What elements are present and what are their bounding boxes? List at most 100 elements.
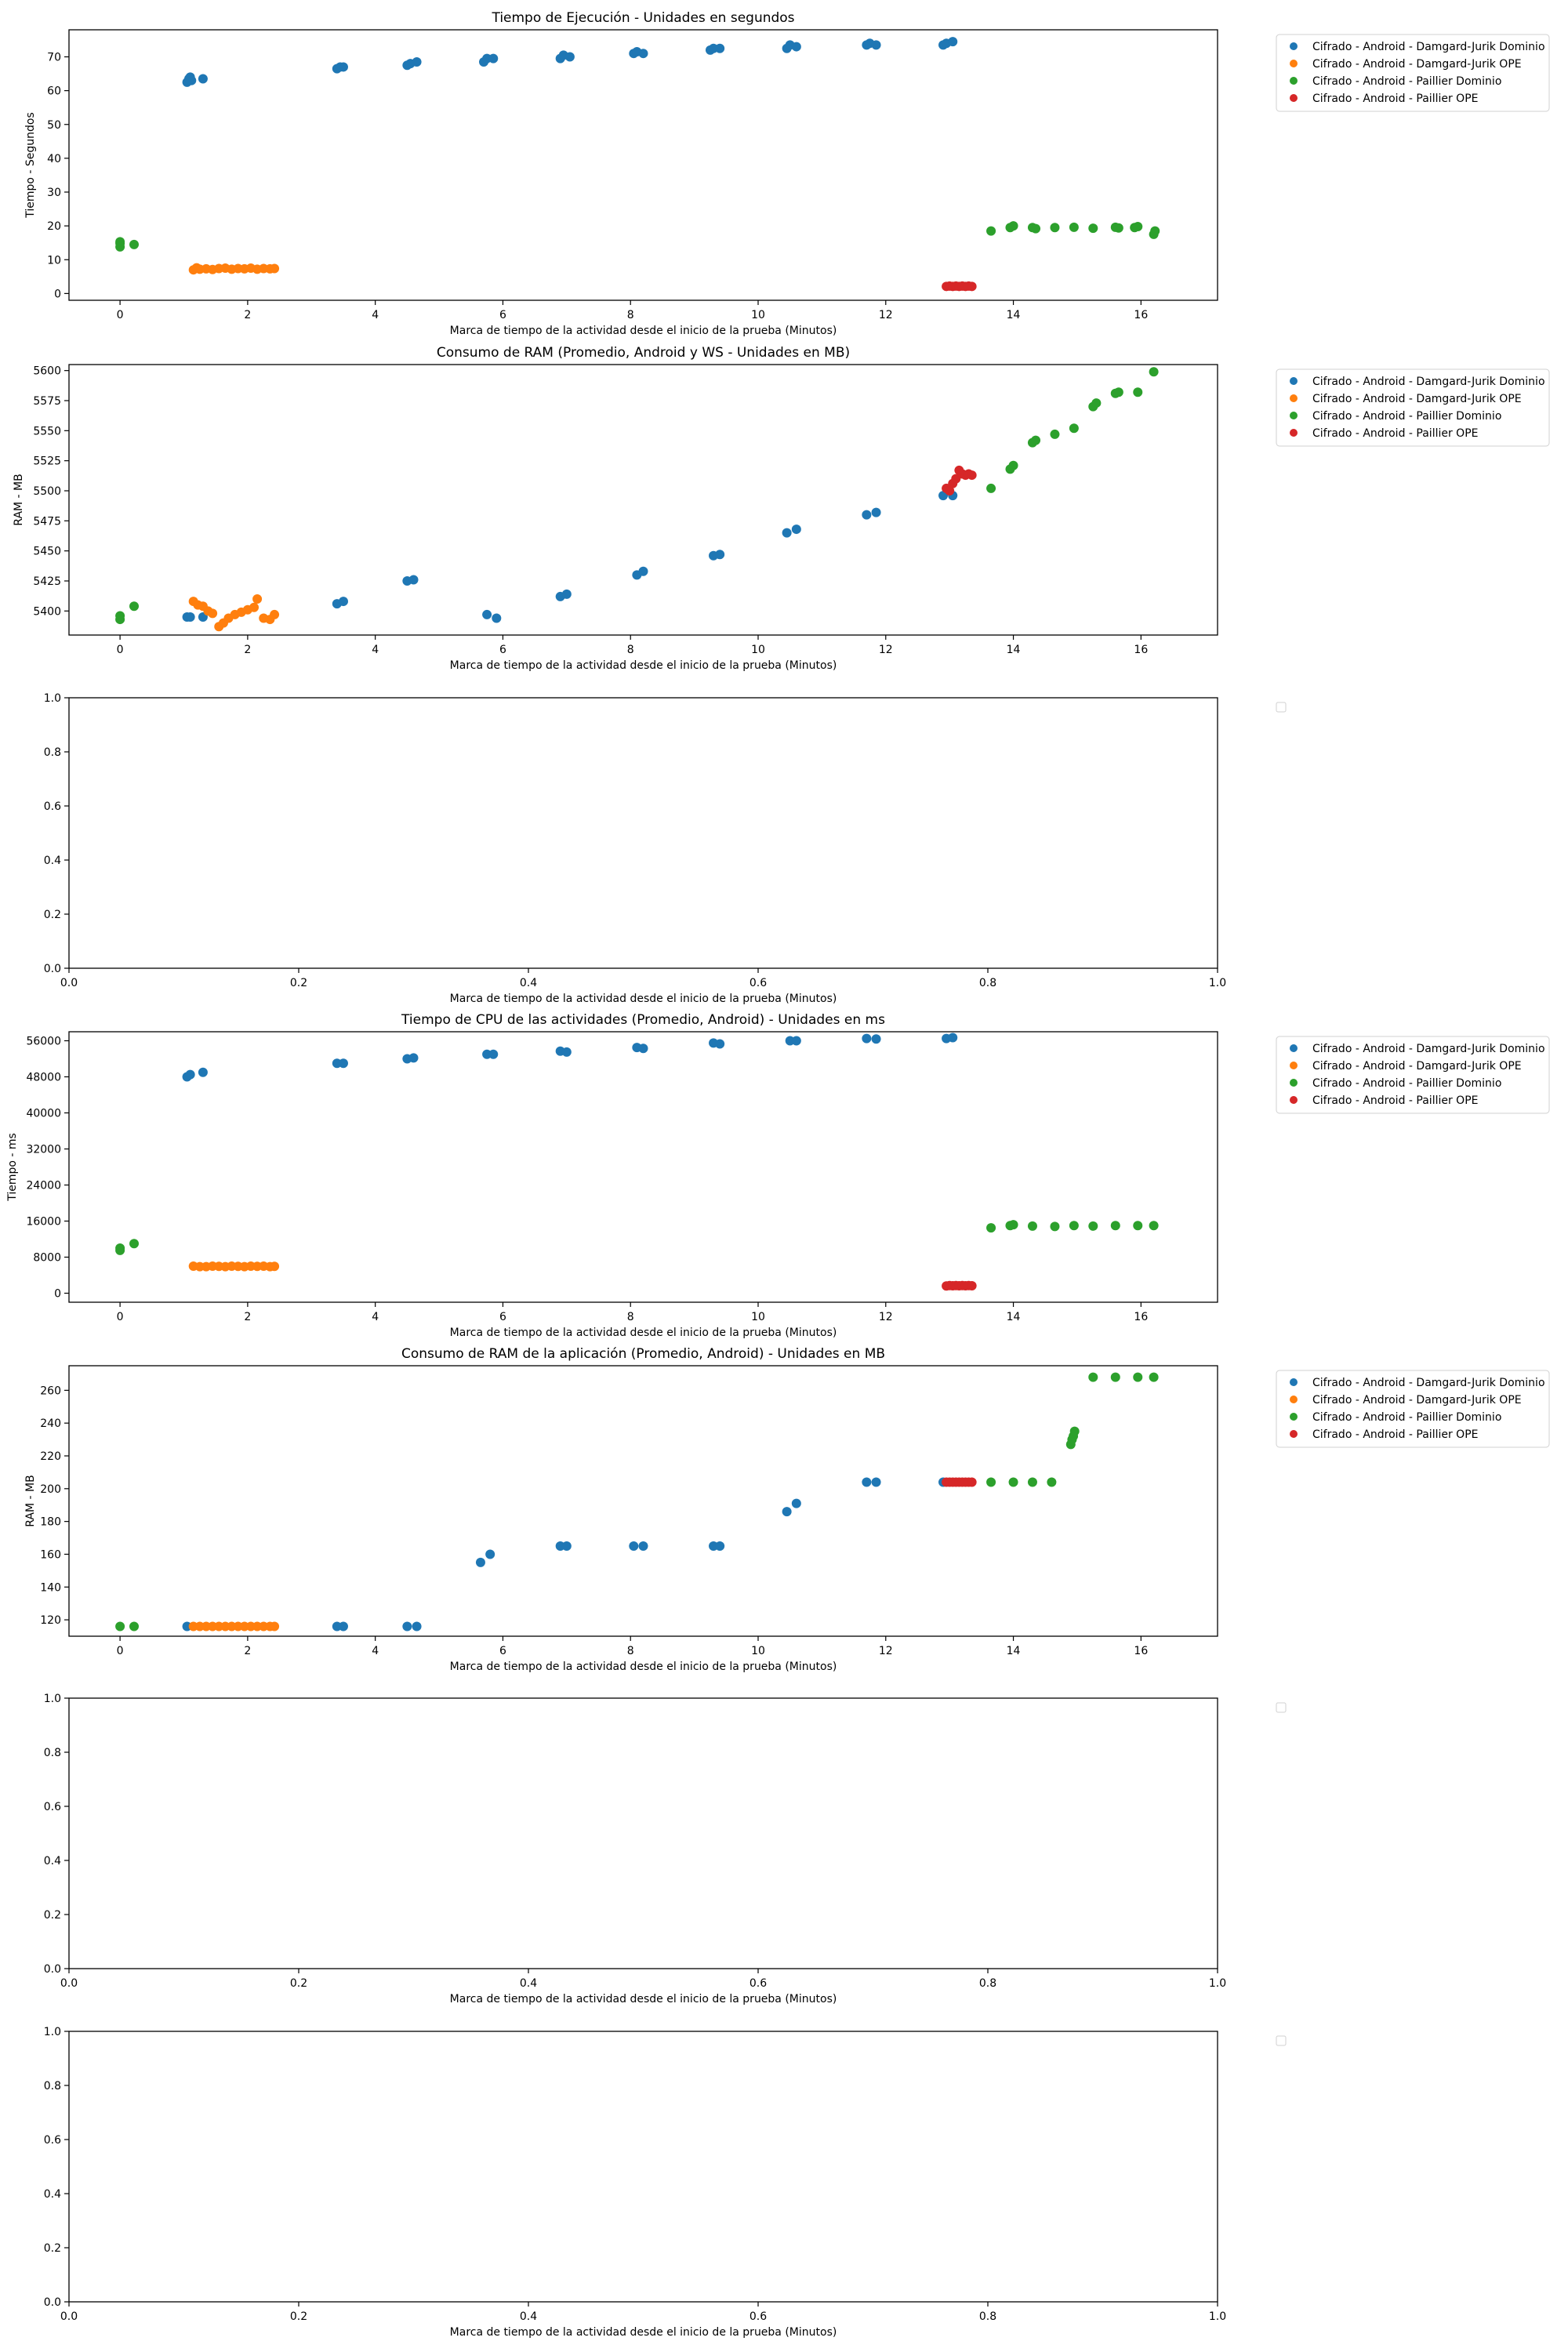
data-point	[1027, 1477, 1037, 1487]
data-point	[862, 1033, 872, 1044]
data-point	[638, 1044, 648, 1054]
y-tick-label: 5600	[33, 365, 61, 378]
x-tick-label: 0.0	[60, 1977, 78, 1990]
data-point	[1149, 367, 1159, 377]
legend-box	[1276, 368, 1550, 447]
data-point	[338, 1058, 348, 1069]
data-point	[1088, 223, 1098, 234]
data-point	[1050, 1221, 1060, 1232]
x-axis-label: Marca de tiempo de la actividad desde el…	[450, 993, 837, 1005]
y-tick-label: 0.6	[44, 800, 61, 813]
x-tick-label: 4	[372, 644, 379, 656]
y-tick-label: 0.8	[44, 2080, 61, 2092]
data-point	[986, 1223, 996, 1233]
chart-panel-1: Tiempo de Ejecución - Unidades en segund…	[24, 10, 1550, 337]
x-tick-label: 0.6	[750, 977, 767, 989]
data-point	[115, 237, 125, 247]
data-point	[1133, 387, 1143, 397]
data-point	[1088, 1372, 1098, 1382]
y-tick-label: 40	[47, 153, 61, 165]
legend-marker	[1290, 394, 1298, 402]
plot-frame	[68, 364, 1218, 636]
data-point	[945, 486, 955, 495]
data-point	[485, 1549, 495, 1559]
x-tick-label: 10	[751, 1645, 765, 1657]
y-tick-label: 160	[40, 1548, 61, 1561]
series-4	[942, 465, 977, 495]
data-point	[862, 1477, 872, 1487]
x-tick-label: 2	[244, 1645, 251, 1657]
data-point	[338, 597, 348, 607]
y-tick-label: 0.0	[44, 963, 61, 975]
legend-label: Cifrado - Android - Damgard-Jurik Domini…	[1312, 1377, 1545, 1389]
data-point	[115, 1621, 125, 1632]
data-point	[1050, 223, 1060, 233]
x-tick-label: 0.0	[60, 977, 78, 989]
data-point	[488, 1049, 499, 1059]
legend-marker	[1290, 77, 1298, 85]
legend-label: Cifrado - Android - Paillier Dominio	[1312, 410, 1501, 423]
y-tick-label: 5425	[33, 575, 61, 588]
x-tick-label: 8	[627, 1311, 634, 1323]
chart-title: Tiempo de Ejecución - Unidades en segund…	[491, 10, 794, 26]
y-tick-label: 0.2	[44, 909, 61, 921]
y-tick-label: 5450	[33, 546, 61, 558]
legend-marker	[1290, 1079, 1298, 1087]
data-point	[948, 37, 958, 47]
y-tick-label: 50	[47, 119, 61, 132]
y-tick-label: 5525	[33, 456, 61, 468]
data-point	[561, 1541, 572, 1551]
data-point	[1149, 1372, 1159, 1382]
x-tick-label: 16	[1134, 644, 1148, 656]
legend-label: Cifrado - Android - Damgard-Jurik OPE	[1312, 1394, 1522, 1406]
x-tick-label: 10	[751, 309, 765, 321]
y-tick-label: 0.6	[44, 1801, 61, 1813]
y-tick-label: 0.8	[44, 746, 61, 759]
data-point	[638, 566, 648, 576]
y-tick-label: 200	[40, 1483, 61, 1496]
data-point	[338, 1621, 348, 1632]
legend-marker	[1290, 377, 1298, 385]
data-point	[986, 226, 996, 236]
y-tick-label: 5500	[33, 485, 61, 498]
x-tick-label: 16	[1134, 1645, 1148, 1657]
x-tick-label: 2	[244, 1311, 251, 1323]
data-point	[561, 589, 572, 599]
data-point	[1069, 1426, 1080, 1436]
data-point	[1069, 222, 1079, 232]
legend-box	[1276, 1370, 1550, 1448]
y-axis-label: RAM - MB	[13, 474, 25, 525]
data-point	[1031, 435, 1041, 445]
series-1	[182, 491, 958, 623]
chart-panel-7: 0.0 0.2 0.4 0.6 0.8 1.0 0.0 0.2 0.4 0.6 0.8 1.0 Marc…	[44, 2026, 1287, 2339]
data-point	[129, 1239, 140, 1249]
y-tick-label: 60	[47, 85, 61, 98]
series-3	[115, 367, 1159, 625]
y-tick-label: 16000	[26, 1216, 61, 1229]
data-point	[249, 602, 260, 612]
data-point	[986, 483, 996, 493]
data-point	[1133, 221, 1143, 231]
y-tick-label: 0.8	[44, 1747, 61, 1759]
legend-marker	[1290, 1396, 1298, 1403]
x-tick-label: 8	[627, 1645, 634, 1657]
data-point	[488, 53, 499, 64]
y-tick-label: 180	[40, 1516, 61, 1529]
x-tick-label: 0.4	[520, 1977, 537, 1990]
data-point	[1149, 1221, 1159, 1231]
data-point	[862, 510, 872, 520]
y-tick-label: 260	[40, 1385, 61, 1397]
data-point	[475, 1557, 485, 1567]
series-3	[115, 1372, 1159, 1632]
plot-frame	[68, 697, 1218, 969]
data-point	[1091, 398, 1102, 408]
data-point	[1133, 1372, 1143, 1382]
y-tick-label: 1.0	[44, 2026, 61, 2038]
plot-frame	[68, 29, 1218, 301]
data-point	[715, 43, 725, 53]
data-point	[629, 1541, 639, 1551]
x-tick-label: 0.0	[60, 2310, 78, 2323]
x-tick-label: 14	[1007, 1645, 1021, 1657]
data-point	[1008, 221, 1018, 231]
series-2	[188, 594, 280, 632]
